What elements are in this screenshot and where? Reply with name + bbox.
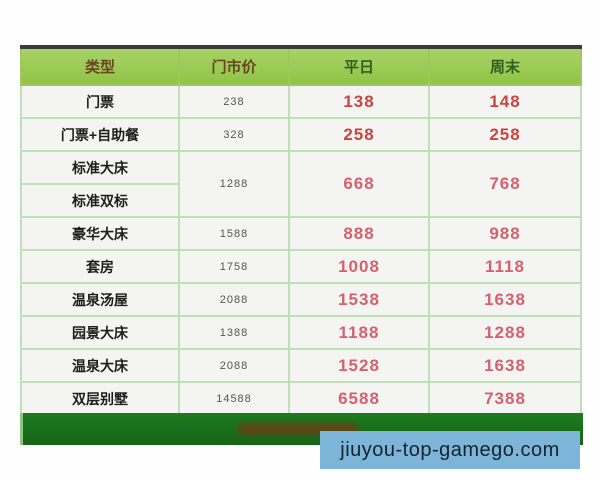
row-label: 门票+自助餐 [20,117,180,152]
weekday-price: 668 [288,150,430,218]
weekend-price: 988 [428,216,582,251]
table-row: 豪华大床 1588 888 988 [20,216,582,251]
table-row: 双层别墅 14588 6588 7388 [20,381,582,416]
weekend-price: 1288 [428,315,582,350]
row-label: 温泉汤屋 [20,282,180,317]
watermark-text: jiuyou-top-gamego.com [340,438,560,461]
header-weekend: 周末 [428,46,582,86]
weekend-price: 1638 [428,348,582,383]
table-row: 温泉汤屋 2088 1538 1638 [20,282,582,317]
weekend-price: 1638 [428,282,582,317]
row-label: 标准双标 [20,183,180,218]
retail-price: 1588 [178,216,290,251]
weekend-price: 7388 [428,381,582,416]
retail-price: 1758 [178,249,290,284]
weekday-price: 1528 [288,348,430,383]
table-row: 温泉大床 2088 1528 1638 [20,348,582,383]
watermark-badge: jiuyou-top-gamego.com [320,431,580,469]
header-retail-price: 门市价 [178,46,290,86]
weekend-price: 258 [428,117,582,152]
weekday-price: 1538 [288,282,430,317]
weekday-price: 138 [288,84,430,119]
row-label: 双层别墅 [20,381,180,416]
retail-price: 2088 [178,348,290,383]
row-label: 温泉大床 [20,348,180,383]
retail-price: 328 [178,117,290,152]
table-row: 门票+自助餐 328 258 258 [20,117,582,152]
weekend-price: 1118 [428,249,582,284]
retail-price: 14588 [178,381,290,416]
weekday-price: 258 [288,117,430,152]
weekend-price: 148 [428,84,582,119]
header-weekday: 平日 [288,46,430,86]
table-row: 套房 1758 1008 1118 [20,249,582,284]
row-label: 门票 [20,84,180,119]
weekend-price: 768 [428,150,582,218]
retail-price: 238 [178,84,290,119]
row-label: 园景大床 [20,315,180,350]
retail-price: 1388 [178,315,290,350]
header-type: 类型 [20,46,180,86]
weekday-price: 1008 [288,249,430,284]
table-header-row: 类型 门市价 平日 周末 [20,46,582,86]
row-label: 套房 [20,249,180,284]
weekday-price: 888 [288,216,430,251]
price-table: 类型 门市价 平日 周末 门票 238 138 148 门票+自助餐 328 2… [20,45,582,416]
table-row: 标准大床 1288 668 768 [20,150,582,218]
retail-price: 2088 [178,282,290,317]
weekday-price: 1188 [288,315,430,350]
price-table-grid: 类型 门市价 平日 周末 门票 238 138 148 门票+自助餐 328 2… [20,45,582,416]
retail-price: 1288 [178,150,290,218]
row-label: 标准大床 [20,150,180,185]
table-row: 门票 238 138 148 [20,84,582,119]
row-label: 豪华大床 [20,216,180,251]
weekday-price: 6588 [288,381,430,416]
table-row: 园景大床 1388 1188 1288 [20,315,582,350]
